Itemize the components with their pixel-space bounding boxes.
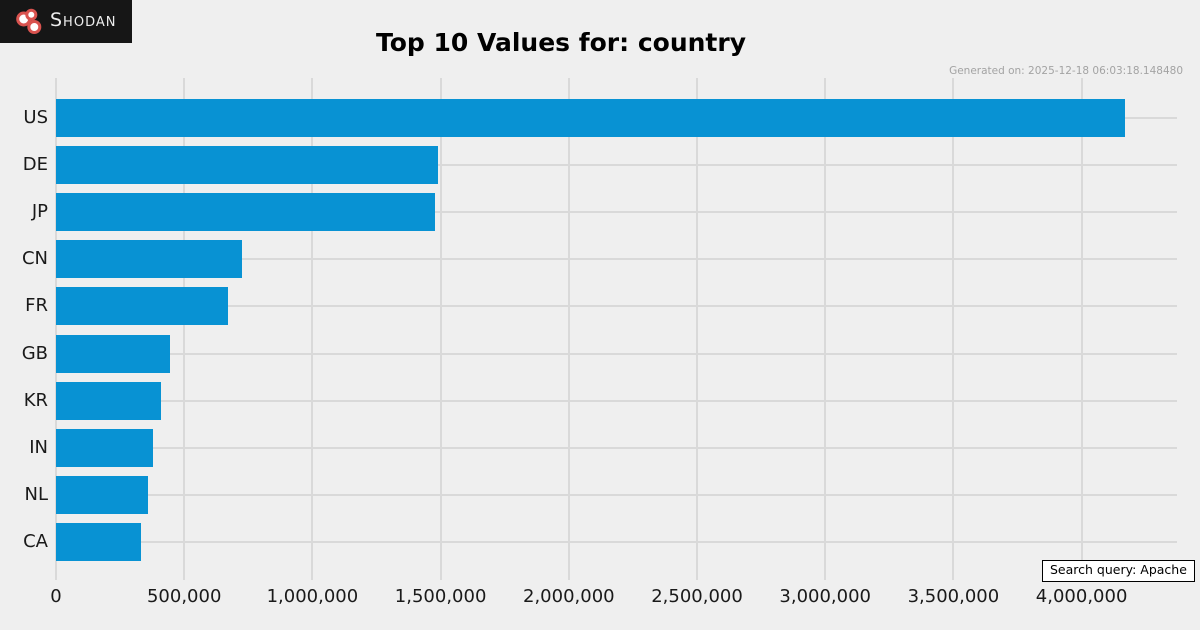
x-gridline-8 <box>1080 78 1083 580</box>
y-tick-label-cn: CN <box>21 248 48 270</box>
bar-in <box>56 428 154 467</box>
brand-name: Shodan <box>50 8 117 31</box>
y-tick-label-nl: NL <box>24 483 49 505</box>
bar-kr <box>56 381 162 420</box>
y-tick-label-ca: CA <box>23 530 48 552</box>
y-tick-label-in: IN <box>29 436 48 458</box>
y-tick-label-kr: KR <box>23 389 48 411</box>
y-gridline-fr <box>56 305 1177 308</box>
y-gridline-gb <box>56 352 1177 355</box>
x-tick-label-0: 0 <box>50 586 62 607</box>
y-gridline-jp <box>56 211 1177 214</box>
x-gridline-1 <box>183 78 186 580</box>
shodan-circles-icon <box>16 8 42 34</box>
y-tick-label-jp: JP <box>31 201 48 223</box>
x-tick-label-2: 1,000,000 <box>266 586 359 607</box>
x-tick-label-8: 4,000,000 <box>1035 586 1128 607</box>
y-tick-label-gb: GB <box>21 342 48 364</box>
x-gridline-7 <box>952 78 955 580</box>
y-gridline-ca <box>56 540 1177 543</box>
x-gridline-4 <box>567 78 570 580</box>
y-tick-label-us: US <box>23 107 48 128</box>
shodan-logo[interactable]: Shodan <box>0 0 132 43</box>
bar-de <box>56 146 439 185</box>
x-tick-label-7: 3,500,000 <box>907 586 1000 607</box>
x-gridline-0 <box>55 78 57 580</box>
x-gridline-3 <box>439 78 442 580</box>
y-tick-label-fr: FR <box>25 295 48 317</box>
x-tick-label-5: 2,500,000 <box>651 586 743 607</box>
x-gridline-5 <box>696 78 698 580</box>
search-query-badge: Search query: Apache <box>1042 560 1195 582</box>
bar-cn <box>56 240 242 279</box>
y-gridline-nl <box>56 493 1177 496</box>
x-tick-label-6: 3,000,000 <box>779 586 872 607</box>
bar-jp <box>56 193 436 232</box>
page-title: Top 10 Values for: country <box>375 28 747 57</box>
x-tick-label-1: 500,000 <box>146 586 222 607</box>
bar-us <box>56 99 1126 137</box>
x-gridline-6 <box>824 78 827 580</box>
bar-ca <box>56 522 141 561</box>
bar-gb <box>56 334 171 373</box>
bar-fr <box>56 287 228 326</box>
bar-nl <box>56 475 149 514</box>
y-gridline-de <box>56 164 1177 167</box>
y-gridline-cn <box>56 258 1177 261</box>
x-gridline-2 <box>311 78 314 580</box>
plot-area <box>55 78 1177 580</box>
generated-timestamp: Generated on: 2025-12-18 06:03:18.148480 <box>949 65 1183 77</box>
y-gridline-in <box>56 446 1177 449</box>
x-tick-label-3: 1,500,000 <box>394 586 487 607</box>
y-gridline-kr <box>56 399 1177 402</box>
y-tick-label-de: DE <box>22 154 48 176</box>
x-tick-label-4: 2,000,000 <box>522 586 615 607</box>
